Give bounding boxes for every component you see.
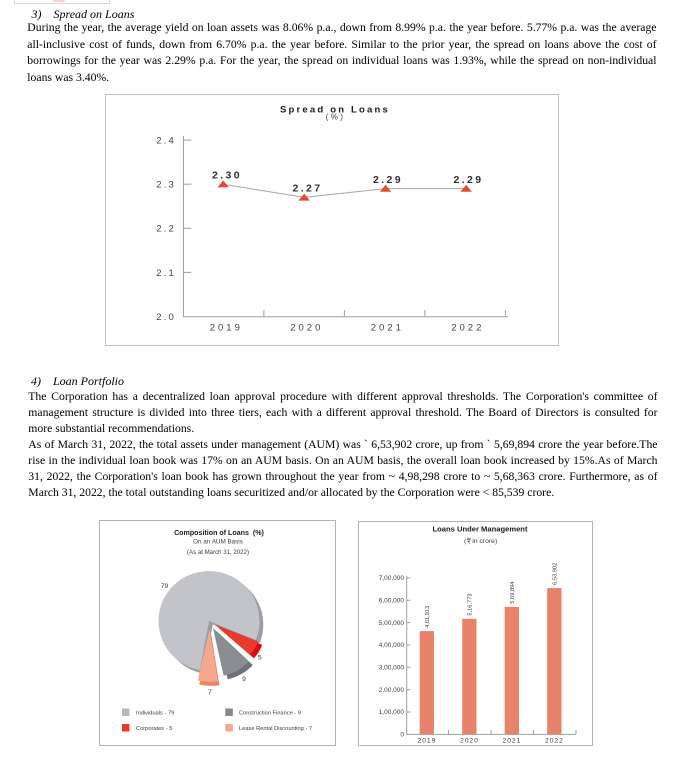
svg-text:2.0: 2.0 xyxy=(156,312,176,323)
svg-text:7,00,000: 7,00,000 xyxy=(379,575,405,582)
svg-text:Corporates - 5: Corporates - 5 xyxy=(136,726,172,732)
svg-text:5,69,894: 5,69,894 xyxy=(510,582,516,604)
svg-text:0: 0 xyxy=(400,732,404,739)
svg-text:4,00,000: 4,00,000 xyxy=(379,642,405,649)
svg-text:2,00,000: 2,00,000 xyxy=(379,687,405,694)
svg-text:2021: 2021 xyxy=(503,738,522,745)
svg-text:2.1: 2.1 xyxy=(156,268,176,279)
svg-text:5,00,000: 5,00,000 xyxy=(379,620,405,627)
svg-text:6,00,000: 6,00,000 xyxy=(379,598,405,605)
svg-text:2.29: 2.29 xyxy=(453,174,483,186)
svg-text:2.3: 2.3 xyxy=(156,180,176,191)
svg-text:2.2: 2.2 xyxy=(156,224,176,235)
svg-text:2.4: 2.4 xyxy=(156,136,176,147)
svg-text:Construction Finance - 9: Construction Finance - 9 xyxy=(239,711,301,717)
svg-text:5,16,773: 5,16,773 xyxy=(468,593,474,615)
svg-text:2019: 2019 xyxy=(210,323,243,334)
svg-text:6,53,902: 6,53,902 xyxy=(553,563,559,585)
svg-text:2022: 2022 xyxy=(451,323,484,334)
svg-text:2021: 2021 xyxy=(371,323,404,334)
svg-text:(As at March 31, 2022): (As at March 31, 2022) xyxy=(187,549,249,556)
svg-text:79: 79 xyxy=(161,583,169,590)
svg-text:2019: 2019 xyxy=(418,738,437,745)
svg-text:Composition of Loans (%): Composition of Loans (%) xyxy=(174,529,264,537)
svg-text:4,61,913: 4,61,913 xyxy=(425,606,431,628)
svg-text:2020: 2020 xyxy=(290,323,323,334)
svg-text:2.27: 2.27 xyxy=(292,183,322,195)
svg-text:2.30: 2.30 xyxy=(212,170,242,182)
svg-text:Individuals - 79: Individuals - 79 xyxy=(136,711,174,717)
svg-text:2022: 2022 xyxy=(545,738,564,745)
svg-text:On an AUM Basis: On an AUM Basis xyxy=(193,539,243,546)
svg-text:2020: 2020 xyxy=(460,738,479,745)
svg-text:(%): (%) xyxy=(326,113,346,122)
svg-text:5: 5 xyxy=(258,655,262,662)
svg-text:2.29: 2.29 xyxy=(373,174,403,186)
svg-text:Loans Under Management: Loans Under Management xyxy=(433,525,528,534)
svg-text:9: 9 xyxy=(242,676,246,683)
svg-text:in crore): in crore) xyxy=(472,538,497,545)
svg-text:1,00,000: 1,00,000 xyxy=(379,709,405,716)
svg-text:Lease Rental Discounting - 7: Lease Rental Discounting - 7 xyxy=(239,726,312,732)
svg-text:(: ( xyxy=(464,538,467,545)
svg-text:Spread on Loans: Spread on Loans xyxy=(280,105,390,116)
svg-text:3,00,000: 3,00,000 xyxy=(379,665,405,672)
svg-text:7: 7 xyxy=(208,689,212,696)
